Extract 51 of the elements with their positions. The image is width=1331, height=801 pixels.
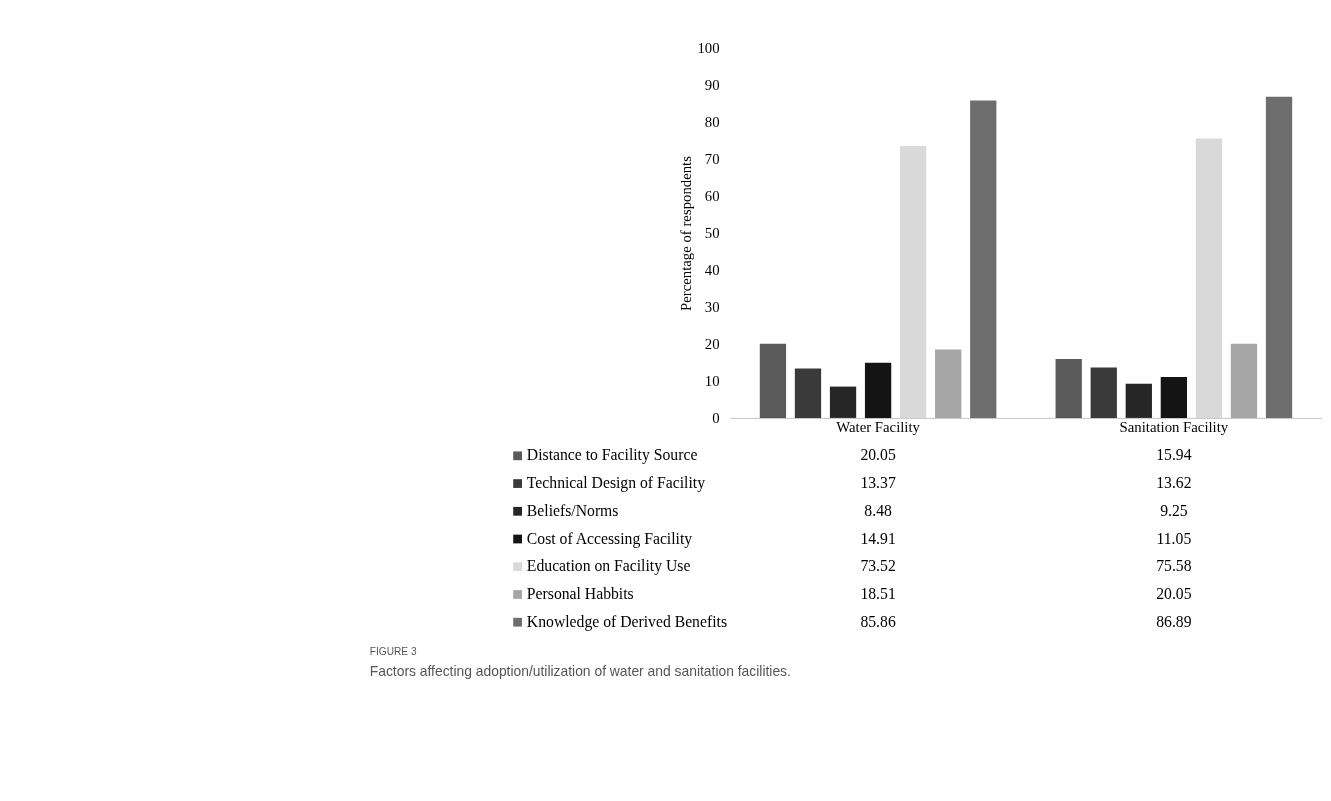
data-label: 11.05	[1156, 529, 1192, 547]
legend-label: Technical Design of Facility	[526, 474, 706, 493]
x-tick-label: Sanitation Facility	[1119, 419, 1229, 436]
data-label: 86.89	[1156, 612, 1192, 630]
data-label: 15.94	[1156, 446, 1192, 464]
x-tick-label: Water Facility	[836, 419, 921, 436]
bar	[864, 362, 892, 418]
y-tick-label: 70	[704, 151, 720, 168]
bar	[829, 386, 857, 418]
data-label: 13.37	[860, 474, 896, 492]
legend-label: Knowledge of Derived Benefits	[526, 612, 728, 631]
y-tick-label: 10	[704, 373, 720, 390]
y-tick-label: 50	[704, 225, 720, 242]
bar	[900, 146, 927, 418]
y-tick-label: 30	[704, 299, 720, 316]
bar	[935, 349, 962, 418]
data-label: 14.91	[860, 529, 896, 547]
bar	[1090, 367, 1117, 418]
y-tick-label: 40	[704, 262, 720, 279]
data-label: 9.25	[1160, 501, 1188, 519]
data-label: 8.48	[864, 501, 892, 519]
y-axis-title: Percentage of respondents	[677, 155, 694, 312]
y-tick-label: 60	[704, 188, 720, 205]
bar	[1230, 343, 1258, 418]
bar	[970, 100, 997, 418]
bar	[1055, 358, 1082, 418]
legend-label: Education on Facility Use	[526, 557, 691, 576]
caption: FIGURE 3	[369, 646, 417, 658]
bar	[1160, 377, 1188, 418]
data-label: 85.86	[860, 612, 896, 630]
y-tick-label: 0	[712, 410, 720, 427]
y-tick-label: 100	[697, 40, 720, 57]
y-tick-label: 80	[704, 114, 720, 131]
text: Factors affecting adoption/utilization of water and sanitation facilities.	[369, 662, 791, 679]
bar	[1195, 138, 1223, 418]
data-label: 18.51	[860, 585, 896, 603]
bar	[1125, 383, 1152, 418]
data-label: 75.58	[1156, 557, 1192, 575]
legend-label: Cost of Accessing Facility	[526, 529, 693, 548]
data-label: 20.05	[860, 446, 896, 464]
data-label: 73.52	[860, 557, 896, 575]
data-label: 13.62	[1156, 474, 1192, 492]
legend-label: Personal Habbits	[526, 585, 634, 603]
bar	[794, 368, 822, 418]
bar	[1265, 96, 1293, 418]
bar	[759, 343, 787, 418]
data-label: 20.05	[1156, 585, 1192, 603]
legend-label: Distance to Facility Source	[526, 446, 698, 465]
y-tick-label: 20	[704, 336, 720, 353]
y-tick-label: 90	[704, 77, 720, 94]
legend-label: Beliefs/Norms	[526, 501, 619, 519]
